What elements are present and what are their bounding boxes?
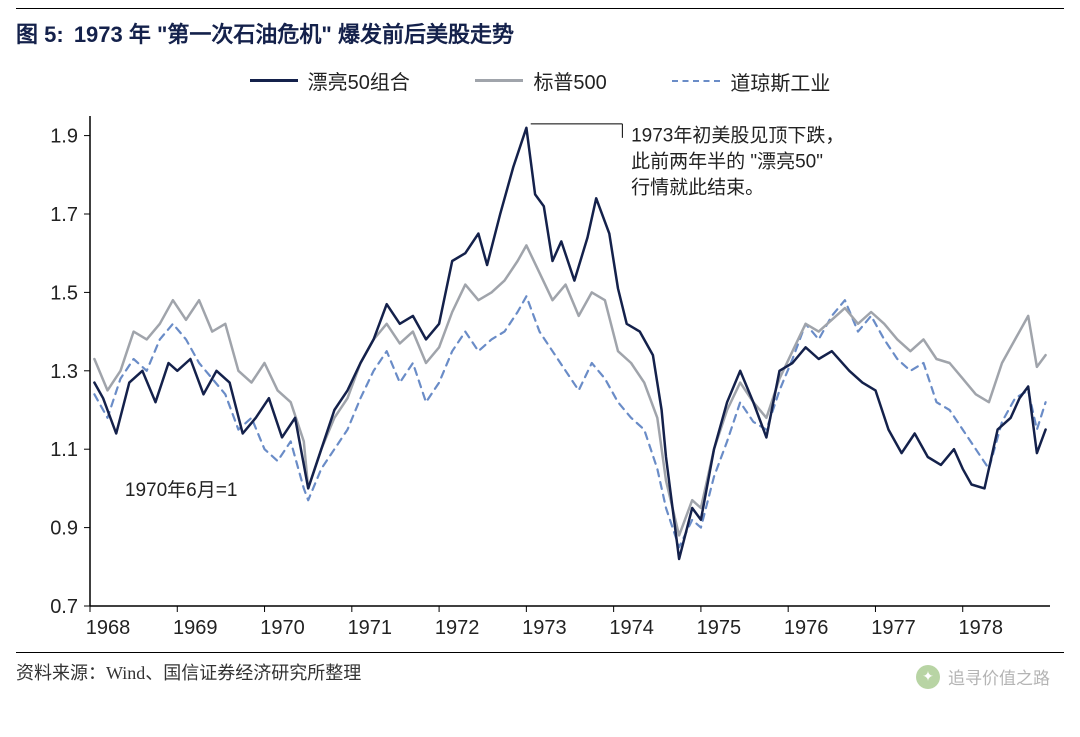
legend-swatch-1 <box>475 79 523 82</box>
x-tick-label: 1968 <box>86 617 131 639</box>
y-tick-label: 1.9 <box>50 125 78 147</box>
legend-label-2: 道琼斯工业 <box>730 67 830 96</box>
annotation-baseline: 1970年6月=1 <box>125 479 238 501</box>
x-tick-label: 1977 <box>871 617 916 639</box>
legend-swatch-2 <box>672 80 720 82</box>
wechat-icon: ✦ <box>916 665 940 689</box>
y-tick-label: 0.9 <box>50 517 78 539</box>
legend-label-0: 漂亮50组合 <box>308 66 410 95</box>
x-tick-label: 1978 <box>958 617 1003 639</box>
watermark: ✦ 追寻价值之路 <box>916 664 1050 689</box>
legend: 漂亮50组合 标普500 道琼斯工业 <box>16 65 1064 96</box>
x-tick-label: 1975 <box>697 617 742 639</box>
legend-label-1: 标普500 <box>533 66 606 95</box>
watermark-text: 追寻价值之路 <box>948 664 1050 689</box>
series-dji <box>94 296 1045 547</box>
y-tick-label: 1.5 <box>50 282 78 304</box>
legend-item-2: 道琼斯工业 <box>672 67 830 96</box>
x-tick-label: 1970 <box>260 617 305 639</box>
legend-item-0: 漂亮50组合 <box>250 66 410 95</box>
legend-swatch-0 <box>250 79 298 82</box>
legend-item-1: 标普500 <box>475 66 606 95</box>
source-footer: 资料来源：Wind、国信证券经济研究所整理 <box>16 652 1064 685</box>
x-tick-label: 1973 <box>522 617 567 639</box>
y-tick-label: 0.7 <box>50 596 78 618</box>
x-tick-label: 1976 <box>784 617 829 639</box>
callout-line: 此前两年半的 "漂亮50" <box>631 150 823 172</box>
x-tick-label: 1972 <box>435 617 480 639</box>
y-tick-label: 1.3 <box>50 360 78 382</box>
callout-line: 行情就此结束。 <box>631 176 764 198</box>
line-chart: 0.7 0.9 1.1 1.3 1.5 1.7 1.9 1968 1969 1970 1971 197… <box>20 106 1060 646</box>
x-tick-label: 1969 <box>173 617 218 639</box>
y-tick-label: 1.7 <box>50 204 78 226</box>
source-label: 资料来源：Wind、国信证券经济研究所整理 <box>16 663 361 683</box>
chart-area: 0.7 0.9 1.1 1.3 1.5 1.7 1.9 1968 1969 1970 1971 197… <box>20 106 1060 646</box>
x-tick-label: 1974 <box>609 617 654 639</box>
x-tick-label: 1971 <box>348 617 393 639</box>
callout-line: 1973年初美股见顶下跌， <box>631 124 844 146</box>
figure-title-text: 1973 年 "第一次石油危机" 爆发前后美股走势 <box>74 22 514 47</box>
y-tick-label: 1.1 <box>50 439 78 461</box>
figure-number: 图 5: <box>16 22 64 47</box>
figure-title: 图 5: 1973 年 "第一次石油危机" 爆发前后美股走势 <box>16 8 1064 55</box>
